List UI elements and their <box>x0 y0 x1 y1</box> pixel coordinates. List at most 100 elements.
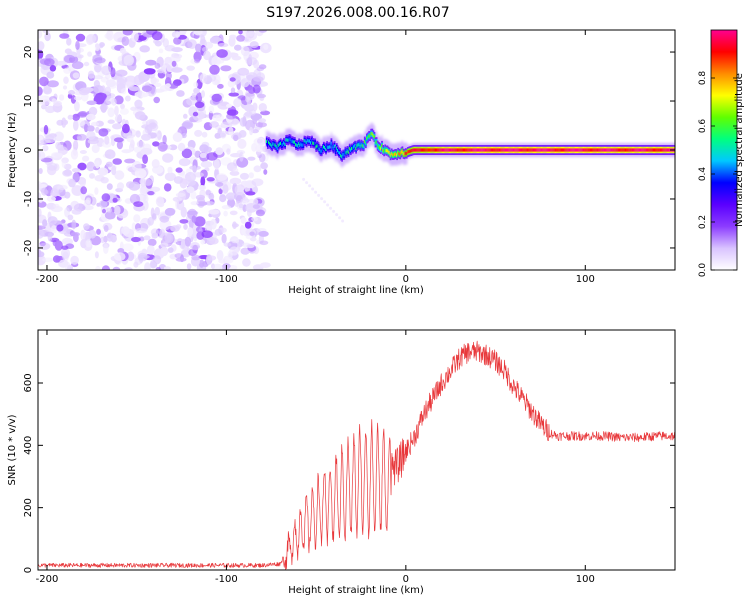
signal-peak-strip <box>588 148 591 152</box>
signal-peak-strip <box>438 148 440 152</box>
signal-peak-strip <box>665 148 668 152</box>
noise-blob <box>104 211 116 220</box>
noise-blob <box>133 261 139 268</box>
noise-blob <box>199 152 207 158</box>
noise-blob <box>198 111 205 120</box>
noise-blob <box>249 41 259 49</box>
noise-blob <box>179 219 189 224</box>
signal-peak-strip <box>318 147 321 151</box>
noise-blob <box>56 224 64 232</box>
noise-blob <box>150 228 159 236</box>
noise-blob <box>240 45 250 57</box>
noise-blob <box>82 155 90 162</box>
noise-blob <box>204 77 213 83</box>
noise-blob <box>101 193 111 202</box>
noise-blob <box>223 210 228 217</box>
noise-blob <box>226 52 239 58</box>
signal-peak-strip <box>482 148 485 152</box>
signal-peak-strip <box>288 137 291 141</box>
signal-peak-strip <box>314 141 317 146</box>
spectrogram-x-tick-label: 100 <box>576 274 595 285</box>
signal-peak-strip <box>603 148 606 152</box>
signal-peak-strip <box>381 144 383 148</box>
noise-blob <box>50 188 59 198</box>
snr-y-tick-label: 0 <box>23 567 34 573</box>
colorbar-tick-label: 0.2 <box>698 215 708 229</box>
noise-blob <box>135 130 141 138</box>
signal-peak-strip <box>319 149 322 153</box>
signal-peak-strip <box>450 148 452 152</box>
noise-blob <box>201 230 213 238</box>
noise-blob <box>86 33 97 44</box>
signal-peak-strip <box>640 148 643 152</box>
signal-peak-strip <box>567 148 570 152</box>
noise-blob <box>258 30 267 33</box>
noise-blob <box>338 216 342 220</box>
signal-peak-strip <box>516 148 519 152</box>
noise-blob <box>180 239 186 249</box>
noise-blob <box>189 242 200 251</box>
signal-peak-strip <box>569 148 572 152</box>
noise-blob <box>140 176 146 188</box>
signal-peak-strip <box>573 148 576 152</box>
signal-peak-strip <box>643 148 646 152</box>
noise-blob <box>70 255 79 265</box>
noise-blob <box>240 247 250 255</box>
signal-peak-strip <box>454 148 457 152</box>
noise-blob <box>154 40 162 47</box>
noise-blob <box>251 216 258 222</box>
signal-peak-strip <box>428 148 431 152</box>
signal-peak-strip <box>306 139 309 143</box>
signal-peak-strip <box>402 152 405 156</box>
noise-blob <box>105 86 111 95</box>
noise-blob <box>229 210 238 216</box>
signal-peak-strip <box>301 143 304 147</box>
signal-peak-strip <box>501 148 504 152</box>
signal-peak-strip <box>270 143 272 147</box>
noise-blob <box>122 30 133 36</box>
signal-peak-strip <box>553 148 556 152</box>
signal-peak-strip <box>668 148 671 152</box>
signal-peak-strip <box>425 148 427 152</box>
signal-peak-strip <box>291 139 294 143</box>
signal-peak-strip <box>622 148 624 152</box>
noise-blob <box>38 168 43 174</box>
signal-peak-strip <box>565 148 567 152</box>
noise-blob <box>96 228 101 235</box>
signal-peak-strip <box>639 148 642 152</box>
noise-blob <box>52 255 61 263</box>
signal-peak-strip <box>539 148 542 152</box>
signal-peak-strip <box>418 148 421 152</box>
noise-blob <box>234 44 242 51</box>
noise-blob <box>190 201 199 206</box>
noise-blob <box>106 232 113 242</box>
noise-blob <box>79 178 86 187</box>
signal-peak-strip <box>538 148 541 152</box>
signal-peak-strip <box>287 138 290 142</box>
noise-blob <box>181 148 193 159</box>
signal-peak-strip <box>510 148 513 152</box>
noise-blob <box>151 159 160 169</box>
noise-blob <box>91 144 100 154</box>
signal-peak-strip <box>536 148 538 152</box>
noise-blob <box>150 207 155 219</box>
signal-peak-strip <box>300 142 303 146</box>
signal-peak-strip <box>396 153 398 157</box>
noise-blob <box>133 214 141 223</box>
noise-blob <box>201 90 205 98</box>
noise-blob <box>77 162 87 171</box>
signal-peak-strip <box>376 144 379 148</box>
noise-blob <box>143 68 156 75</box>
signal-peak-strip <box>624 148 627 152</box>
signal-peak-strip <box>645 148 648 152</box>
signal-peak-strip <box>610 148 613 152</box>
signal-peak-strip <box>550 148 552 152</box>
signal-peak-strip <box>558 148 561 152</box>
noise-blob <box>260 262 271 268</box>
noise-blob <box>187 39 198 49</box>
signal-peak-strip <box>290 139 293 143</box>
signal-peak-strip <box>307 139 310 143</box>
signal-peak-strip <box>460 148 463 152</box>
noise-blob <box>252 76 264 82</box>
signal-peak-strip <box>641 148 644 152</box>
